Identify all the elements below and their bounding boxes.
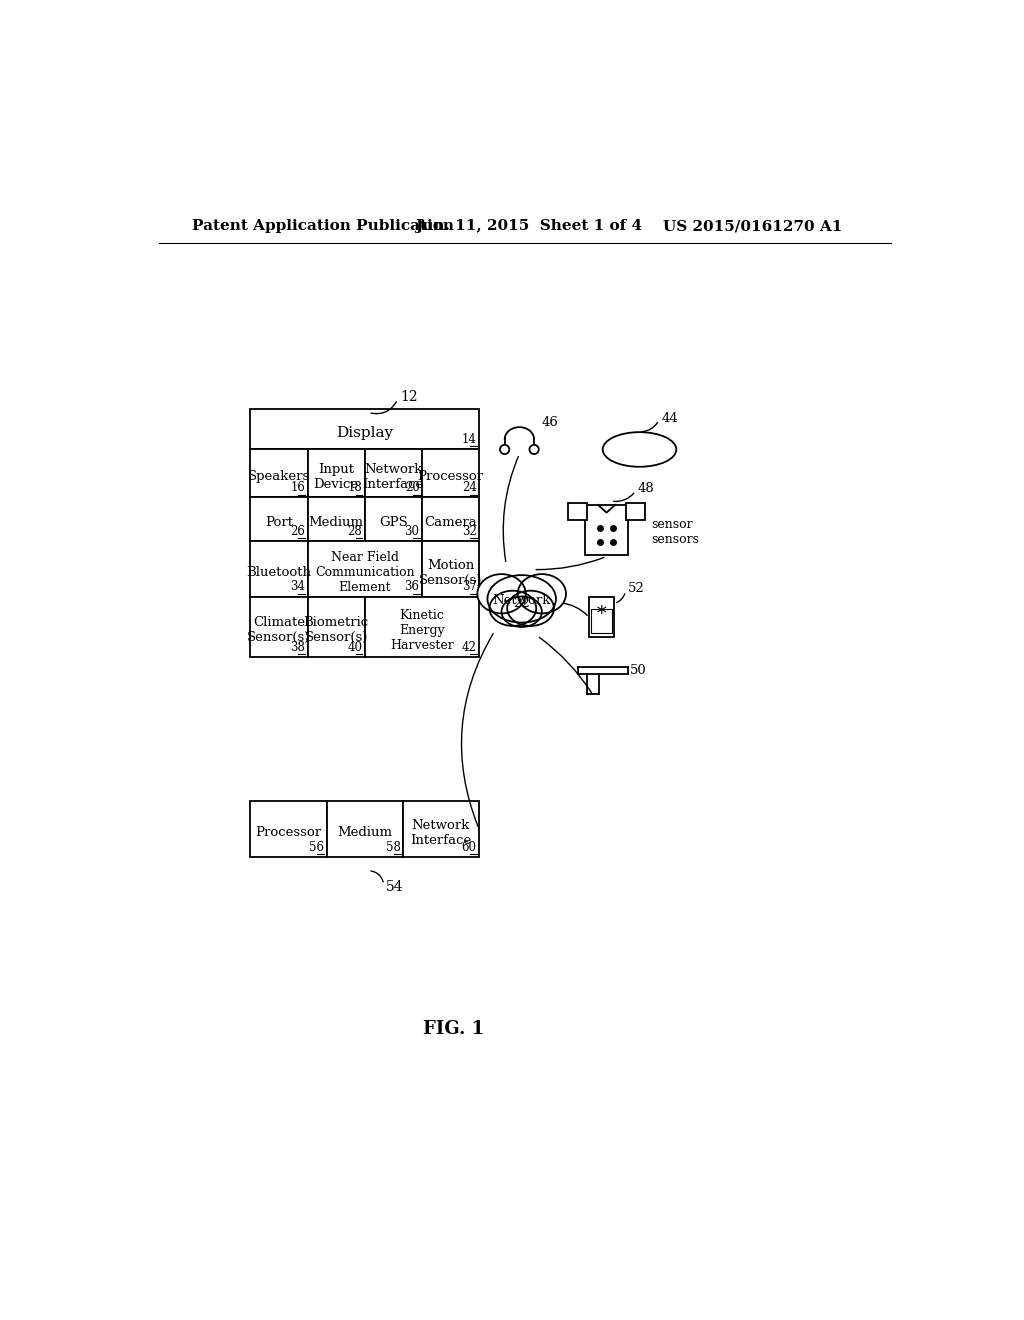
Text: Motion
Sensor(s): Motion Sensor(s) <box>419 558 482 586</box>
Ellipse shape <box>502 597 542 627</box>
Text: Near Field
Communication
Element: Near Field Communication Element <box>315 552 415 594</box>
Ellipse shape <box>603 432 676 467</box>
Text: 20: 20 <box>404 480 420 494</box>
Text: 22: 22 <box>513 598 530 610</box>
Text: Port: Port <box>265 516 293 529</box>
Bar <box>365 498 422 541</box>
Text: Bluetooth: Bluetooth <box>247 566 311 579</box>
Bar <box>307 498 365 541</box>
Circle shape <box>500 445 509 454</box>
Bar <box>365 449 422 498</box>
Text: Input
Device: Input Device <box>313 463 358 491</box>
Ellipse shape <box>489 591 537 626</box>
Text: Processor: Processor <box>418 470 483 483</box>
Text: 34: 34 <box>290 581 305 594</box>
Text: FIG. 1: FIG. 1 <box>423 1019 484 1038</box>
Text: 42: 42 <box>462 640 477 653</box>
Text: Jun. 11, 2015  Sheet 1 of 4: Jun. 11, 2015 Sheet 1 of 4 <box>415 219 642 234</box>
Text: Medium: Medium <box>308 516 364 529</box>
Text: 44: 44 <box>662 412 678 425</box>
Bar <box>422 541 479 597</box>
Text: Biometric
Sensor(s): Biometric Sensor(s) <box>304 616 369 644</box>
Text: 16: 16 <box>291 480 305 494</box>
Text: sensors: sensors <box>651 533 699 546</box>
Text: 32: 32 <box>462 525 477 539</box>
Text: 50: 50 <box>630 664 647 677</box>
Text: 56: 56 <box>309 841 325 854</box>
Bar <box>365 597 479 656</box>
Text: 30: 30 <box>404 525 420 539</box>
Text: 36: 36 <box>404 581 420 594</box>
Bar <box>592 609 611 634</box>
Text: Speakers: Speakers <box>248 470 310 483</box>
Text: 14: 14 <box>462 433 477 446</box>
Bar <box>307 449 365 498</box>
Bar <box>586 506 628 554</box>
Text: 28: 28 <box>348 525 362 539</box>
Text: 46: 46 <box>541 416 558 429</box>
Text: *: * <box>597 606 606 623</box>
Ellipse shape <box>518 574 566 614</box>
Text: 26: 26 <box>291 525 305 539</box>
Text: sensor: sensor <box>651 517 693 531</box>
Bar <box>251 801 327 857</box>
Text: 60: 60 <box>462 841 477 854</box>
Text: Camera: Camera <box>424 516 477 529</box>
Text: Climate
Sensor(s): Climate Sensor(s) <box>248 616 310 644</box>
Bar <box>568 503 587 520</box>
Ellipse shape <box>477 574 525 614</box>
Bar <box>307 597 365 656</box>
Text: 24: 24 <box>462 480 477 494</box>
Text: 18: 18 <box>348 480 362 494</box>
Text: 48: 48 <box>638 482 654 495</box>
Text: 52: 52 <box>628 582 645 595</box>
Text: Display: Display <box>336 425 393 440</box>
Bar <box>327 801 402 857</box>
Text: 40: 40 <box>347 640 362 653</box>
Text: 12: 12 <box>400 391 419 404</box>
Bar <box>402 801 479 857</box>
Bar <box>589 598 614 638</box>
Text: 37: 37 <box>462 581 477 594</box>
Text: Kinetic
Energy
Harvester: Kinetic Energy Harvester <box>390 609 454 652</box>
Text: Processor: Processor <box>256 826 322 840</box>
Bar <box>251 498 307 541</box>
Text: 54: 54 <box>386 880 403 894</box>
Text: GPS: GPS <box>379 516 408 529</box>
Ellipse shape <box>507 591 554 626</box>
Bar <box>307 541 422 597</box>
Text: US 2015/0161270 A1: US 2015/0161270 A1 <box>663 219 842 234</box>
Bar <box>251 449 307 498</box>
Text: Medium: Medium <box>337 826 392 840</box>
Text: Network: Network <box>493 594 551 607</box>
Text: 58: 58 <box>386 841 400 854</box>
Bar <box>422 449 479 498</box>
Text: Network
Interface: Network Interface <box>362 463 424 491</box>
Bar <box>627 503 645 520</box>
Bar <box>422 498 479 541</box>
Text: Network
Interface: Network Interface <box>411 818 472 847</box>
Circle shape <box>529 445 539 454</box>
Text: 38: 38 <box>291 640 305 653</box>
Bar <box>251 409 479 449</box>
Text: Patent Application Publication: Patent Application Publication <box>191 219 454 234</box>
Bar <box>251 541 307 597</box>
Bar <box>251 597 307 656</box>
Ellipse shape <box>487 576 556 623</box>
